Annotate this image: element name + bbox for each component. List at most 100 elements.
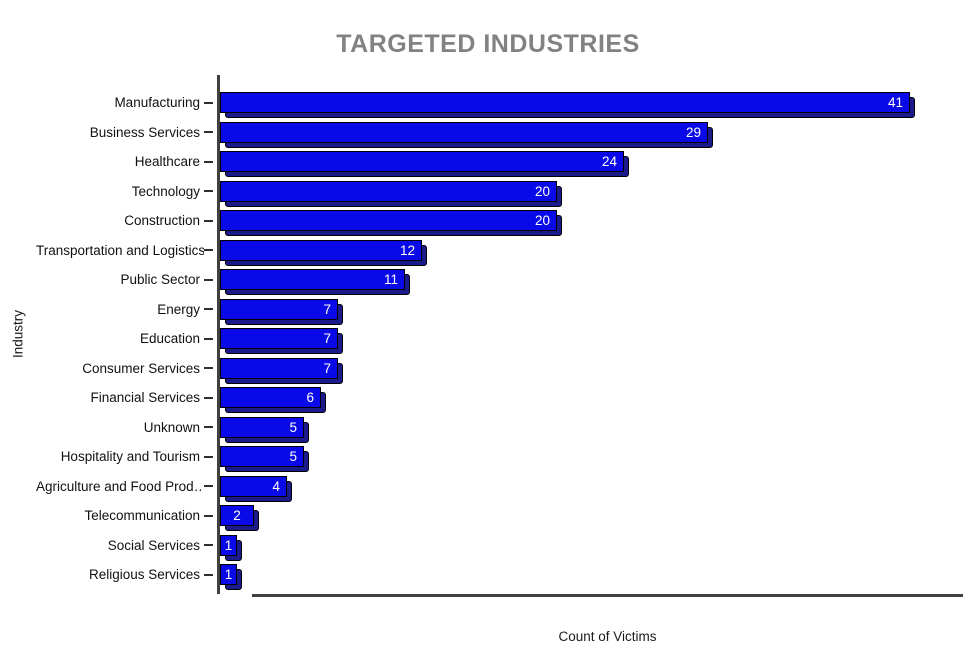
bar-value: 5 bbox=[289, 449, 297, 464]
axis-tick bbox=[204, 160, 213, 163]
bar: 29 bbox=[220, 121, 713, 148]
bar-face: 29 bbox=[220, 121, 708, 143]
bar-track: 5 bbox=[217, 412, 976, 443]
category-label: Agriculture and Food Prod… bbox=[36, 478, 204, 494]
bar-face: 24 bbox=[220, 151, 624, 173]
axis-tick bbox=[204, 573, 213, 576]
chart-row: Hospitality and Tourism 5 bbox=[0, 442, 976, 473]
bar-track bbox=[217, 589, 976, 594]
category-label: Religious Services bbox=[88, 567, 200, 583]
chart-row: Manufacturing 41 bbox=[0, 88, 976, 119]
bar-face: 20 bbox=[220, 180, 557, 202]
axis-tick bbox=[204, 426, 213, 429]
bar-value: 5 bbox=[289, 419, 297, 435]
axis-tick bbox=[204, 131, 213, 134]
axis-tick bbox=[204, 190, 213, 193]
bar: 7 bbox=[220, 298, 343, 325]
bar-face: 5 bbox=[220, 446, 304, 468]
bar-track: 7 bbox=[217, 294, 976, 325]
bar-track bbox=[217, 75, 976, 88]
bar-face: 7 bbox=[220, 328, 338, 350]
bar-face: 2 bbox=[220, 505, 254, 527]
axis-tick bbox=[204, 337, 213, 340]
bar-face: 7 bbox=[220, 298, 338, 320]
plot-rows: Manufacturing 41 Business Services 29 Health… bbox=[0, 75, 976, 594]
bar-track: 20 bbox=[217, 176, 976, 207]
chart-row: Financial Services 6 bbox=[0, 383, 976, 414]
bar-value: 6 bbox=[306, 390, 314, 405]
chart-row: Social Services 1 bbox=[0, 530, 976, 561]
axis-tick bbox=[204, 249, 213, 252]
bar-track: 11 bbox=[217, 265, 976, 296]
chart-row: Business Services 29 bbox=[0, 117, 976, 148]
bar-track: 2 bbox=[217, 501, 976, 532]
bar-track: 1 bbox=[217, 560, 976, 591]
bar-value: 4 bbox=[272, 478, 280, 494]
chart-row: Consumer Services 7 bbox=[0, 353, 976, 384]
bar: 1 bbox=[220, 564, 242, 591]
bar-value: 12 bbox=[399, 242, 415, 258]
bar-value: 1 bbox=[224, 537, 233, 553]
category-label: Consumer Services bbox=[82, 360, 200, 376]
category-label: Construction bbox=[124, 213, 200, 229]
bar-track: 29 bbox=[217, 117, 976, 148]
x-axis-label-wrap: Count of Victims bbox=[252, 628, 963, 646]
category-label: Technology bbox=[131, 183, 200, 199]
bar: 4 bbox=[220, 475, 292, 502]
bar: 2 bbox=[220, 505, 259, 532]
bar-track: 41 bbox=[217, 88, 976, 119]
category-label: Healthcare bbox=[134, 154, 200, 170]
axis-tick bbox=[204, 219, 213, 222]
chart-area: Industry Manufacturing 41 Business Service… bbox=[0, 75, 976, 646]
category-label: Energy bbox=[157, 301, 200, 317]
axis-tick bbox=[204, 485, 213, 488]
bar-value: 7 bbox=[323, 331, 331, 346]
spacer-row bbox=[0, 589, 976, 594]
bar-value: 11 bbox=[383, 272, 398, 287]
bar-track: 24 bbox=[217, 147, 976, 178]
bar-face: 4 bbox=[220, 475, 287, 497]
bar-track: 7 bbox=[217, 353, 976, 384]
bar-track: 20 bbox=[217, 206, 976, 237]
bar-value: 7 bbox=[323, 301, 331, 317]
axis-tick bbox=[204, 278, 213, 281]
bar-track: 4 bbox=[217, 471, 976, 502]
bar-value: 20 bbox=[534, 213, 550, 228]
category-label: Public Sector bbox=[120, 272, 200, 288]
bar-face: 20 bbox=[220, 210, 557, 232]
bar: 20 bbox=[220, 180, 562, 207]
bar-face: 11 bbox=[220, 269, 405, 291]
category-label: Social Services bbox=[107, 537, 200, 553]
bar: 12 bbox=[220, 239, 427, 266]
bar-value: 24 bbox=[601, 154, 617, 169]
bar: 1 bbox=[220, 534, 242, 561]
axis-tick bbox=[204, 514, 213, 517]
category-label: Hospitality and Tourism bbox=[60, 449, 200, 465]
x-axis-line bbox=[252, 593, 963, 597]
bar: 41 bbox=[220, 92, 915, 119]
chart-row: Religious Services 1 bbox=[0, 560, 976, 591]
bar-value: 20 bbox=[534, 183, 550, 199]
bar-value: 41 bbox=[887, 95, 903, 110]
bar-face: 5 bbox=[220, 416, 304, 438]
bar-value: 29 bbox=[685, 124, 701, 140]
bar-face: 12 bbox=[220, 239, 422, 261]
bar-track: 5 bbox=[217, 442, 976, 473]
bar: 24 bbox=[220, 151, 629, 178]
bar-value: 2 bbox=[233, 508, 241, 523]
category-label: Manufacturing bbox=[114, 95, 200, 111]
bar: 7 bbox=[220, 328, 343, 355]
category-label: Transportation and Logistics bbox=[36, 242, 204, 258]
chart-row: Unknown 5 bbox=[0, 412, 976, 443]
category-label: Education bbox=[139, 331, 200, 347]
category-label: Unknown bbox=[143, 419, 200, 435]
category-label: Telecommunication bbox=[84, 508, 200, 524]
axis-tick-hidden bbox=[204, 81, 213, 83]
axis-tick bbox=[204, 455, 213, 458]
chart-title: TARGETED INDUSTRIES bbox=[336, 30, 640, 58]
bar-track: 12 bbox=[217, 235, 976, 266]
bar-track: 6 bbox=[217, 383, 976, 414]
category-label: Business Services bbox=[89, 124, 200, 140]
bar-face: 6 bbox=[220, 387, 321, 409]
chart-row: Education 7 bbox=[0, 324, 976, 355]
